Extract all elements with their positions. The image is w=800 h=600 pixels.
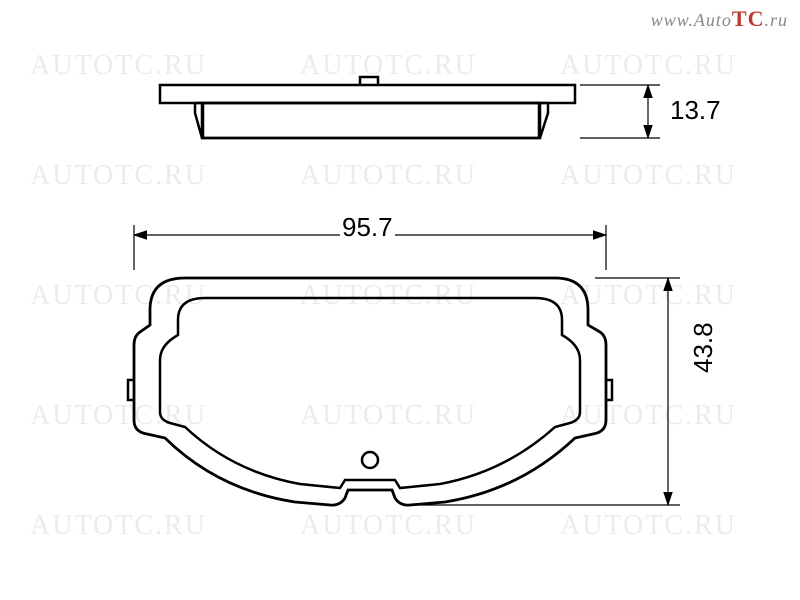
technical-drawing-svg	[0, 0, 800, 600]
site-logo: www.AutoTC.ru	[651, 6, 788, 32]
drawing-canvas: AUTOTC.RU AUTOTC.RU AUTOTC.RU AUTOTC.RU …	[0, 0, 800, 600]
logo-tc: TC	[732, 6, 765, 31]
logo-suffix: .ru	[764, 10, 788, 30]
logo-prefix: www.Auto	[651, 10, 732, 30]
dim-height-label: 43.8	[688, 320, 719, 375]
dim-thickness-label: 13.7	[668, 95, 723, 126]
dim-width-label: 95.7	[340, 212, 395, 243]
front-view	[128, 225, 680, 505]
top-view	[160, 77, 660, 138]
